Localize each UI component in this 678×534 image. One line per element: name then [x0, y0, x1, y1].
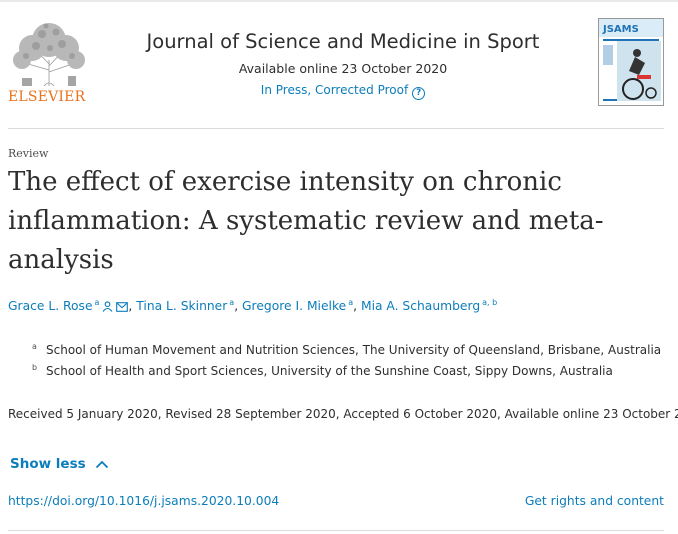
affiliation-mark: b [32, 363, 38, 372]
get-rights-link[interactable]: Get rights and content [524, 494, 664, 508]
journal-cover-thumbnail[interactable]: JSAMS [598, 18, 664, 106]
email-icon[interactable] [116, 302, 129, 312]
person-icon[interactable] [102, 301, 113, 312]
author-affiliation-mark[interactable]: a, b [482, 298, 498, 307]
author-name[interactable]: Tina L. Skinner [136, 299, 228, 313]
author-separator: , [234, 299, 239, 313]
in-press-status[interactable]: In Press, Corrected Proof? [100, 83, 586, 100]
doi-link[interactable]: https://doi.org/10.1016/j.jsams.2020.10.… [8, 494, 280, 508]
affiliation-text: School of Health and Sport Sciences, Uni… [46, 364, 613, 378]
article-type: Review [8, 147, 49, 160]
author-separator: , [353, 299, 358, 313]
affiliation-mark: a [32, 342, 37, 351]
elsevier-tree-icon [13, 23, 85, 87]
author-affiliation-mark[interactable]: a [94, 298, 100, 307]
in-press-label[interactable]: In Press, Corrected Proof [260, 83, 409, 97]
journal-title-link[interactable]: Journal of Science and Medicine in Sport [146, 30, 540, 53]
journal-title[interactable]: Journal of Science and Medicine in Sport [100, 30, 586, 53]
journal-cover-image-icon: JSAMS [599, 19, 663, 105]
author-list: Grace L. Rose a, Tina L. Skinner a, Gregor… [8, 298, 497, 313]
author-name[interactable]: Mia A. Schaumberg [360, 299, 481, 313]
cover-label: JSAMS [602, 24, 639, 35]
affiliation-text: School of Human Movement and Nutrition S… [46, 343, 662, 357]
show-less-label[interactable]: Show less [10, 456, 86, 472]
show-less-button[interactable]: Show less [10, 456, 109, 472]
top-divider [0, 0, 678, 2]
help-icon[interactable]: ? [412, 87, 426, 100]
available-online: Available online 23 October 2020 [238, 61, 448, 76]
header-divider [8, 128, 664, 129]
author-link[interactable]: Mia A. Schaumberg a, b [360, 298, 498, 313]
elsevier-logo[interactable]: ELSEVIER [8, 20, 90, 108]
author-name[interactable]: Grace L. Rose [8, 299, 93, 313]
author-separator: , [128, 299, 133, 313]
author-link[interactable]: Gregore I. Mielke a [242, 298, 354, 313]
article-title: The effect of exercise intensity on chro… [8, 167, 604, 275]
author-link[interactable]: Tina L. Skinner a [136, 298, 235, 313]
elsevier-wordmark: ELSEVIER [8, 89, 86, 105]
affiliation-item: a School of Human Movement and Nutrition … [32, 342, 661, 357]
author-affiliation-mark[interactable]: a [229, 298, 235, 307]
author-link[interactable]: Grace L. Rose a [8, 298, 129, 313]
chevron-up-icon[interactable] [95, 460, 109, 469]
article-history-dates: Received 5 January 2020, Revised 28 Sept… [8, 407, 678, 421]
author-name[interactable]: Gregore I. Mielke [242, 299, 347, 313]
affiliation-item: b School of Health and Sport Sciences, Un… [32, 363, 613, 378]
footer-divider [8, 530, 664, 531]
author-affiliation-mark[interactable]: a [348, 298, 354, 307]
